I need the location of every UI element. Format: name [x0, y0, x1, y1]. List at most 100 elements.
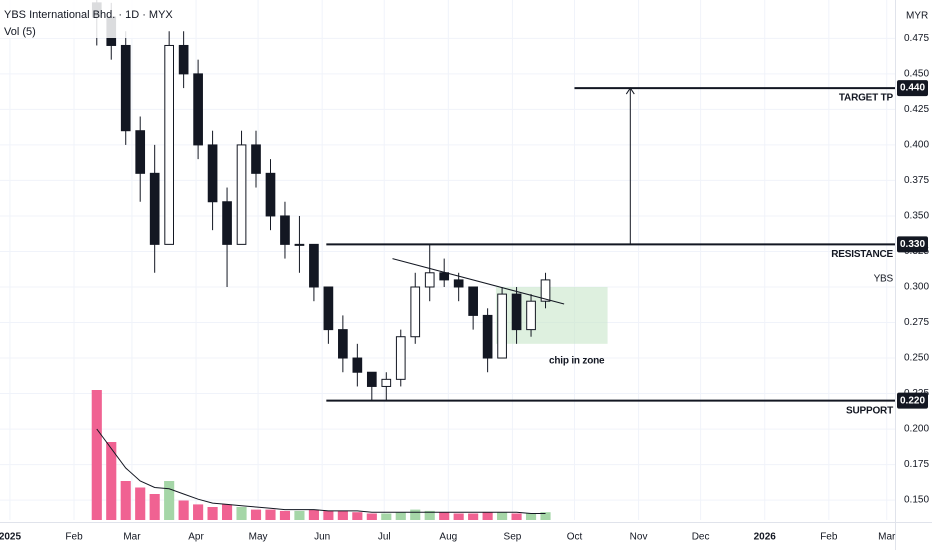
volume-bar: [337, 510, 348, 520]
y-tick-label: 0.250: [904, 353, 929, 364]
level-text: RESISTANCE: [831, 249, 893, 260]
x-tick-label: Apr: [188, 532, 204, 543]
volume-bar: [482, 512, 493, 520]
x-tick-label: May: [249, 532, 268, 543]
candle-body: [222, 201, 232, 245]
volume-bar: [265, 509, 276, 520]
volume-bar: [164, 481, 175, 520]
volume-bar: [279, 510, 291, 520]
candle-body: [366, 371, 377, 387]
candle-body: [424, 272, 435, 288]
candle-body: [193, 73, 203, 146]
y-tick-label: 0.150: [904, 495, 929, 506]
volume-bar: [135, 487, 146, 520]
currency-label: MYR: [906, 11, 928, 22]
volume-bar: [540, 512, 551, 520]
candle-body: [352, 357, 363, 373]
volume-ma-line: [96, 428, 546, 514]
trendline: [392, 258, 565, 305]
x-tick-label: Feb: [820, 532, 838, 543]
candle-body: [149, 172, 160, 245]
arrow-head: [625, 87, 635, 95]
level-text: TARGET TP: [839, 93, 894, 104]
candle-body: [526, 300, 536, 331]
candle-body: [135, 130, 146, 174]
y-tick-label: 0.275: [904, 317, 929, 328]
volume-bar: [366, 513, 377, 520]
candle-body: [265, 172, 276, 217]
volume-bar: [410, 509, 421, 520]
candle-body: [468, 286, 478, 316]
candle-body: [395, 336, 406, 380]
volume-bar: [149, 494, 160, 520]
zone-label: chip in zone: [549, 355, 605, 366]
price-label-box: [897, 236, 928, 253]
candle-body: [338, 329, 348, 359]
candle-body: [482, 314, 493, 359]
candle-body: [410, 286, 421, 338]
y-tick-label: 0.300: [904, 282, 929, 293]
candle-body: [164, 44, 174, 245]
volume-bar: [323, 510, 334, 520]
volume-bar: [352, 512, 363, 520]
annotations: chip in zone TARGET TP RESISTANCE SUPPORT YB…: [326, 87, 895, 416]
volume-bar: [221, 504, 233, 520]
x-tick-label: 2025: [0, 532, 21, 543]
volume-bar: [120, 481, 131, 520]
candle-body: [540, 279, 551, 302]
volume-pane: [91, 390, 551, 520]
volume-bar: [91, 390, 102, 520]
volume-bar: [453, 513, 464, 520]
volume-bar: [178, 500, 189, 520]
x-tick-label: Feb: [65, 532, 83, 543]
candle-body: [178, 44, 189, 75]
x-tick-label: Oct: [567, 532, 583, 543]
x-tick-label: Jul: [378, 532, 391, 543]
volume-bar: [106, 442, 117, 520]
volume-bar: [395, 512, 406, 520]
candle-body: [381, 378, 392, 387]
candle-body: [294, 243, 305, 246]
volume-bar: [294, 510, 305, 520]
volume-bar: [424, 510, 435, 520]
indicator-label[interactable]: Vol (5): [4, 26, 36, 38]
legend-backdrop: [0, 0, 140, 38]
candle-body: [511, 293, 522, 331]
x-tick-label: Sep: [504, 532, 522, 543]
axes: 0.4750.4500.4250.4000.3750.3500.3250.300…: [0, 33, 929, 543]
y-tick-label: 0.375: [904, 175, 929, 186]
candle-body: [453, 279, 464, 288]
x-tick-label: Jun: [314, 532, 330, 543]
volume-bar: [193, 504, 204, 520]
y-tick-label: 0.350: [904, 211, 929, 222]
candle-body: [323, 286, 334, 331]
volume-bar: [207, 507, 218, 520]
y-tick-label: 0.200: [904, 424, 929, 435]
symbol-title[interactable]: YBS International Bhd. · 1D · MYX: [4, 9, 173, 21]
grid: [0, 0, 895, 520]
volume-bar: [497, 512, 508, 520]
x-tick-label: Dec: [692, 532, 710, 543]
symbol-label: YBS: [874, 274, 894, 285]
x-tick-label: Aug: [439, 532, 457, 543]
candle-body: [236, 144, 247, 245]
candle-body: [251, 144, 261, 174]
volume-bar: [439, 512, 450, 520]
candle-body: [439, 272, 450, 281]
price-label: 0.440: [900, 83, 925, 94]
price-label: 0.220: [900, 395, 925, 406]
price-label-box: [897, 392, 928, 409]
candle-body: [497, 293, 507, 359]
volume-bar: [511, 513, 522, 520]
volume-bar: [236, 507, 247, 520]
candle-body: [280, 215, 290, 245]
volume-bar: [381, 513, 392, 520]
y-tick-label: 0.450: [904, 69, 929, 80]
x-tick-label: Nov: [630, 532, 648, 543]
volume-bar: [250, 509, 262, 520]
y-tick-label: 0.400: [904, 140, 929, 151]
price-label-box: [897, 80, 928, 97]
candle-body: [207, 144, 218, 203]
